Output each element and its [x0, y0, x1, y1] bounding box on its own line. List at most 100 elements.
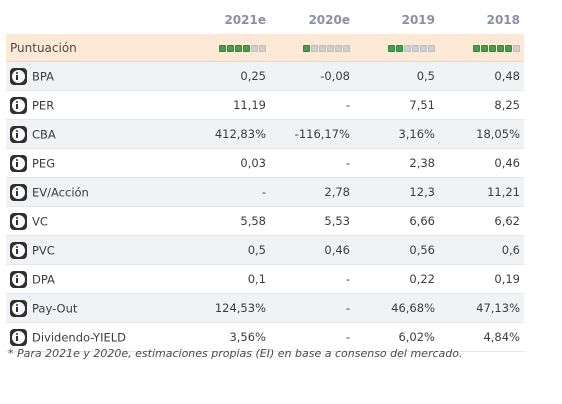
rating-dots — [303, 44, 350, 52]
value-cell: 7,51 — [354, 90, 439, 120]
table-row: VC 5,58 5,53 6,66 6,62 — [6, 206, 524, 236]
info-icon[interactable] — [10, 299, 27, 317]
rating-dot-empty — [412, 44, 419, 52]
table-row: BPA 0,25 -0,08 0,5 0,48 — [6, 61, 524, 91]
row-label-cell: PVC — [6, 235, 186, 265]
score-label: Puntuación — [6, 34, 186, 62]
row-label-cell: EV/Acción — [6, 177, 186, 207]
value-cell: 12,3 — [354, 177, 439, 207]
score-cell — [439, 34, 524, 62]
value-cell: 0,56 — [354, 235, 439, 265]
ratios-table: 2021e 2020e 2019 2018 Puntuación BPA 0,25… — [6, 6, 524, 352]
rating-dots — [388, 44, 435, 52]
row-label: Dividendo-YIELD — [32, 330, 126, 344]
value-cell: 4,84% — [439, 322, 524, 352]
score-cell — [354, 34, 439, 62]
row-label-cell: PEG — [6, 148, 186, 178]
rating-dot-filled — [489, 44, 496, 52]
value-cell: 124,53% — [186, 293, 270, 323]
rating-dot-empty — [319, 44, 326, 52]
value-cell: 0,03 — [186, 148, 270, 178]
rating-dot-filled — [505, 44, 512, 52]
info-icon[interactable] — [10, 67, 27, 85]
score-cell — [270, 34, 354, 62]
info-icon[interactable] — [10, 270, 27, 288]
rating-dot-empty — [251, 44, 258, 52]
value-cell: 3,16% — [354, 119, 439, 149]
info-icon[interactable] — [10, 125, 27, 143]
row-label-cell: DPA — [6, 264, 186, 294]
value-cell: 0,19 — [439, 264, 524, 294]
value-cell: 11,21 — [439, 177, 524, 207]
value-cell: 0,5 — [354, 61, 439, 91]
value-cell: 5,58 — [186, 206, 270, 236]
value-cell: - — [270, 264, 354, 294]
value-cell: - — [270, 293, 354, 323]
rating-dot-filled — [303, 44, 310, 52]
info-icon[interactable] — [10, 96, 27, 114]
table-row: EV/Acción -2,78 12,3 11,21 — [6, 177, 524, 207]
row-label: DPA — [32, 272, 55, 286]
table-row: Dividendo-YIELD 3,56% -6,02% 4,84% — [6, 322, 524, 352]
value-cell: 11,19 — [186, 90, 270, 120]
table-row: PER 11,19-7,51 8,25 — [6, 90, 524, 120]
header-2021e: 2021e — [224, 13, 266, 27]
value-cell: 0,25 — [186, 61, 270, 91]
row-label-cell: VC — [6, 206, 186, 236]
row-label: Pay-Out — [32, 301, 78, 315]
value-cell: 6,02% — [354, 322, 439, 352]
value-cell: 18,05% — [439, 119, 524, 149]
value-cell: 0,1 — [186, 264, 270, 294]
row-label-cell: Pay-Out — [6, 293, 186, 323]
value-cell: 2,78 — [270, 177, 354, 207]
score-row: Puntuación — [6, 34, 524, 62]
rating-dot-empty — [311, 44, 318, 52]
table-row: DPA 0,1-0,22 0,19 — [6, 264, 524, 294]
row-label: CBA — [32, 127, 56, 141]
row-label: BPA — [32, 69, 54, 83]
rating-dot-filled — [473, 44, 480, 52]
rating-dot-empty — [343, 44, 350, 52]
table-row: PEG 0,03-2,38 0,46 — [6, 148, 524, 178]
rating-dots — [219, 44, 266, 52]
row-label: EV/Acción — [32, 185, 89, 199]
rating-dot-filled — [219, 44, 226, 52]
value-cell: -0,08 — [270, 61, 354, 91]
rating-dot-filled — [227, 44, 234, 52]
value-cell: 47,13% — [439, 293, 524, 323]
value-cell: 0,22 — [354, 264, 439, 294]
row-label: VC — [32, 214, 48, 228]
value-cell: 5,53 — [270, 206, 354, 236]
rating-dot-empty — [513, 44, 520, 52]
rating-dot-filled — [388, 44, 395, 52]
header-row: 2021e 2020e 2019 2018 — [6, 6, 524, 34]
rating-dot-filled — [396, 44, 403, 52]
rating-dot-empty — [259, 44, 266, 52]
header-2019: 2019 — [401, 13, 435, 27]
info-icon[interactable] — [10, 212, 27, 230]
row-label-cell: CBA — [6, 119, 186, 149]
rating-dots — [473, 44, 520, 52]
rating-dot-filled — [243, 44, 250, 52]
rating-dot-empty — [335, 44, 342, 52]
info-icon[interactable] — [10, 328, 27, 346]
value-cell: - — [270, 148, 354, 178]
value-cell: 6,62 — [439, 206, 524, 236]
row-label: PER — [32, 98, 55, 112]
value-cell: - — [186, 177, 270, 207]
rating-dot-filled — [235, 44, 242, 52]
value-cell: 2,38 — [354, 148, 439, 178]
info-icon[interactable] — [10, 183, 27, 201]
value-cell: - — [270, 90, 354, 120]
table-row: Pay-Out 124,53% -46,68% 47,13% — [6, 293, 524, 323]
row-label-cell: Dividendo-YIELD — [6, 322, 186, 352]
row-label: PVC — [32, 243, 55, 257]
row-label-cell: PER — [6, 90, 186, 120]
info-icon[interactable] — [10, 154, 27, 172]
info-icon[interactable] — [10, 241, 27, 259]
value-cell: 0,6 — [439, 235, 524, 265]
header-2020e: 2020e — [308, 13, 350, 27]
footnote: * Para 2021e y 2020e, estimaciones propi… — [8, 347, 463, 360]
value-cell: 3,56% — [186, 322, 270, 352]
